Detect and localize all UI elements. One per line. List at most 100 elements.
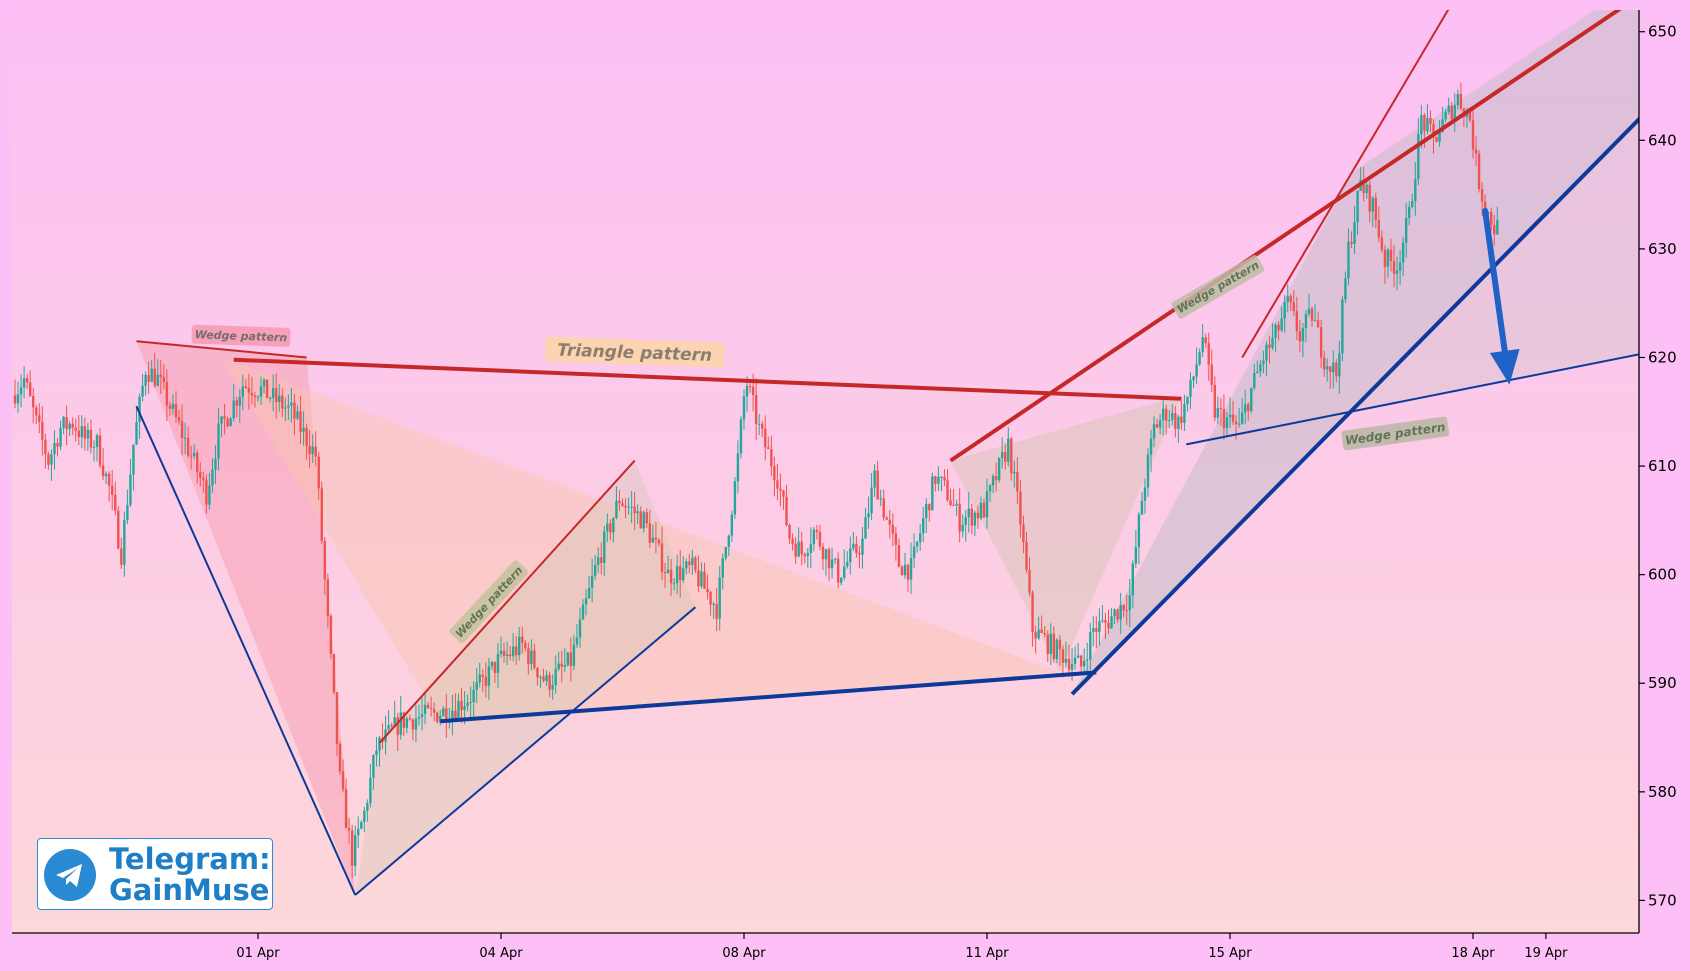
candle-body [16,394,20,404]
candle-body [208,485,211,505]
candle [918,524,922,551]
candle [1119,592,1122,634]
candle [1283,295,1286,333]
candle [700,562,703,589]
candle-body [575,637,579,645]
candle [83,417,87,451]
candle-body [174,403,178,418]
candle-body [226,418,229,427]
candle [1353,206,1356,255]
candle [800,531,803,566]
candle [1076,642,1080,658]
candle [439,709,442,726]
candle-body [1079,655,1083,667]
candle [1013,460,1016,488]
candle [1201,324,1204,358]
candle-body [472,689,475,703]
candle [47,451,50,470]
candle-body [1180,416,1183,423]
candle [1234,415,1238,440]
candle [940,476,943,492]
candle [1386,247,1390,278]
candle-body [955,503,958,506]
candle [852,531,855,551]
candle [1146,448,1150,497]
candle [557,651,560,672]
candle-body [906,564,910,580]
candle-body [1067,658,1071,670]
candle-body [335,692,339,745]
candle [551,674,554,700]
candle-body [1404,217,1408,243]
candle-body [1292,302,1295,311]
candle [92,440,96,462]
candle [1222,394,1226,440]
candle-body [411,719,415,730]
candle-body [1198,352,1201,365]
candle [979,496,983,521]
candle-body [1037,629,1040,639]
candle [1453,93,1456,132]
candle [949,488,952,507]
candle-body [390,725,393,727]
candle [457,693,460,719]
candle-body [22,378,26,388]
candle [144,371,147,396]
candle [867,496,870,529]
candle [794,536,797,564]
candle [882,489,885,521]
candle-body [782,490,785,497]
candle [964,509,967,542]
candle-body [132,444,135,475]
candle [1417,118,1420,185]
candle-body [1022,524,1025,543]
candle [475,668,478,704]
candle-body [730,514,734,536]
candle [812,527,816,552]
candle [994,462,998,492]
candle-body [1496,220,1499,235]
candle-body [1474,149,1478,154]
candle-body [1332,362,1335,373]
candle [560,650,563,683]
candle [141,373,144,402]
candle [302,411,305,446]
candle [1204,333,1207,348]
candle [180,404,184,456]
candle [1316,311,1320,329]
candle-body [1113,609,1116,617]
candle [636,504,639,525]
candle-body [168,405,172,409]
candle-body [682,568,685,581]
candle [694,555,697,574]
candle-body [1277,324,1280,331]
candle [508,645,512,661]
candle [335,691,339,757]
candle-body [429,707,433,710]
candle-body [1165,408,1168,421]
y-tick: 610 [1639,457,1677,475]
candle-body [147,374,150,382]
candle-body [1083,660,1086,667]
candle-body [1326,366,1329,370]
candle [1210,349,1213,393]
candle [733,477,737,519]
candle-body [624,505,627,508]
candle-body [311,446,314,454]
candle-body [603,531,606,563]
candle-body [1228,414,1232,418]
candle [1435,136,1438,143]
candle-body [1201,337,1204,353]
candle-body [268,398,272,400]
candle [1459,82,1463,110]
candle-body [414,718,418,730]
candle [697,555,700,593]
candle [809,527,813,569]
candle-body [946,480,949,501]
y-tick-label: 610 [1648,457,1677,475]
candle [241,374,245,411]
candle-body [815,529,819,532]
candle [1043,626,1046,638]
candle [1022,515,1025,554]
trend-line-15 [1186,353,1639,446]
